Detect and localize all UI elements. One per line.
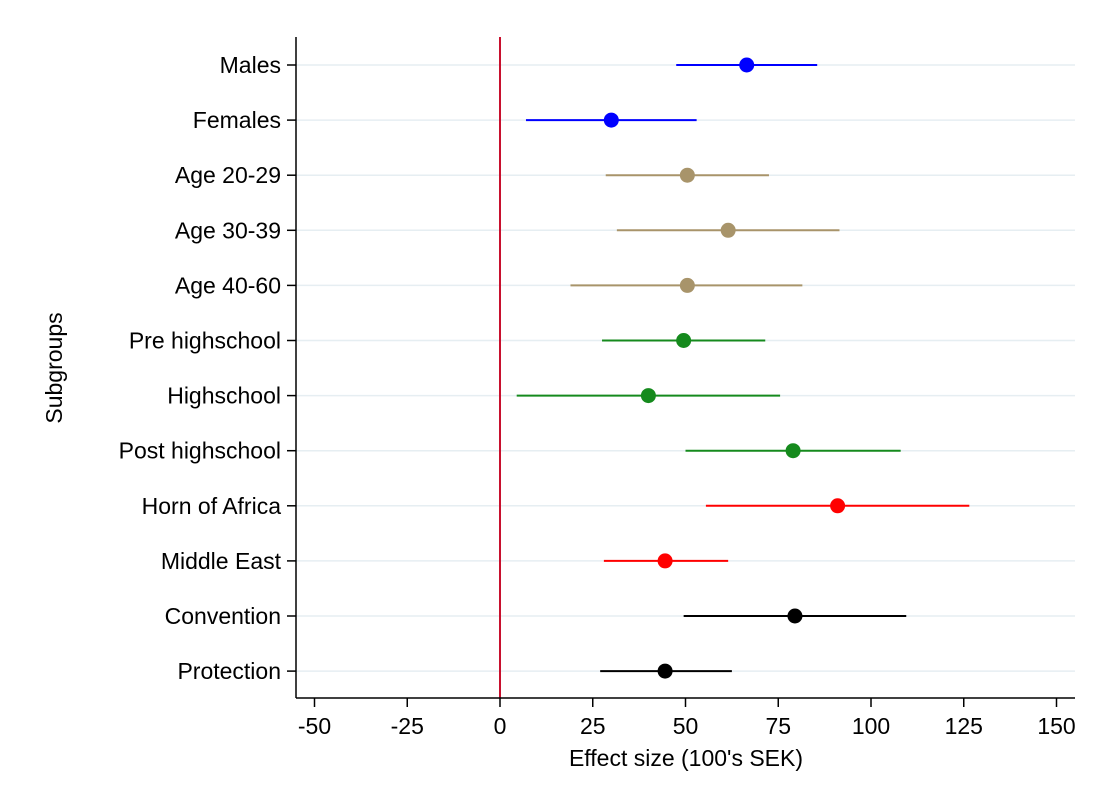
y-tick-label: Females: [193, 107, 281, 133]
point-estimate: [785, 443, 801, 459]
point-estimate: [640, 388, 656, 404]
y-tick-label: Middle East: [161, 548, 282, 574]
point-estimate: [679, 167, 695, 183]
point-estimate: [787, 608, 803, 624]
y-tick-label: Horn of Africa: [142, 493, 282, 519]
point-estimate: [679, 277, 695, 293]
x-axis-title: Effect size (100's SEK): [569, 745, 803, 771]
point-estimate: [739, 57, 755, 73]
y-tick-label: Age 40-60: [175, 272, 281, 298]
point-estimate: [657, 663, 673, 679]
x-tick-label: 25: [580, 713, 606, 739]
axes: [295, 37, 1075, 699]
point-estimate: [830, 498, 846, 514]
point-estimate: [603, 112, 619, 128]
point-estimate: [676, 333, 692, 348]
y-tick-label: Highschool: [167, 383, 281, 409]
point-estimate: [657, 553, 673, 569]
x-tick-label: -50: [298, 713, 331, 739]
x-tick-label: 125: [945, 713, 983, 739]
y-tick-label: Age 30-39: [175, 217, 281, 243]
x-tick-label: 75: [765, 713, 791, 739]
y-tick-label: Convention: [165, 603, 281, 629]
point-estimate: [720, 222, 736, 238]
y-tick-label: Pre highschool: [129, 328, 281, 354]
gridlines: [296, 64, 1075, 672]
x-tick-label: 50: [673, 713, 699, 739]
x-tick-label: 0: [494, 713, 507, 739]
y-tick-label: Post highschool: [119, 438, 281, 464]
y-tick-label: Males: [220, 52, 281, 78]
y-axis-title: Subgroups: [41, 312, 67, 423]
x-tick-label: -25: [391, 713, 424, 739]
x-tick-label: 150: [1037, 713, 1075, 739]
confidence-intervals: [516, 64, 970, 673]
y-axis-ticks: Males Females Age 20-29 Age 30-39 Age 40-60 P…: [119, 52, 296, 684]
x-tick-label: 100: [852, 713, 890, 739]
y-tick-label: Protection: [177, 658, 281, 684]
y-tick-label: Age 20-29: [175, 162, 281, 188]
x-axis-ticks: -50 -25 0 25 50 75 100 125 150: [298, 698, 1076, 739]
point-estimates: [603, 57, 846, 679]
